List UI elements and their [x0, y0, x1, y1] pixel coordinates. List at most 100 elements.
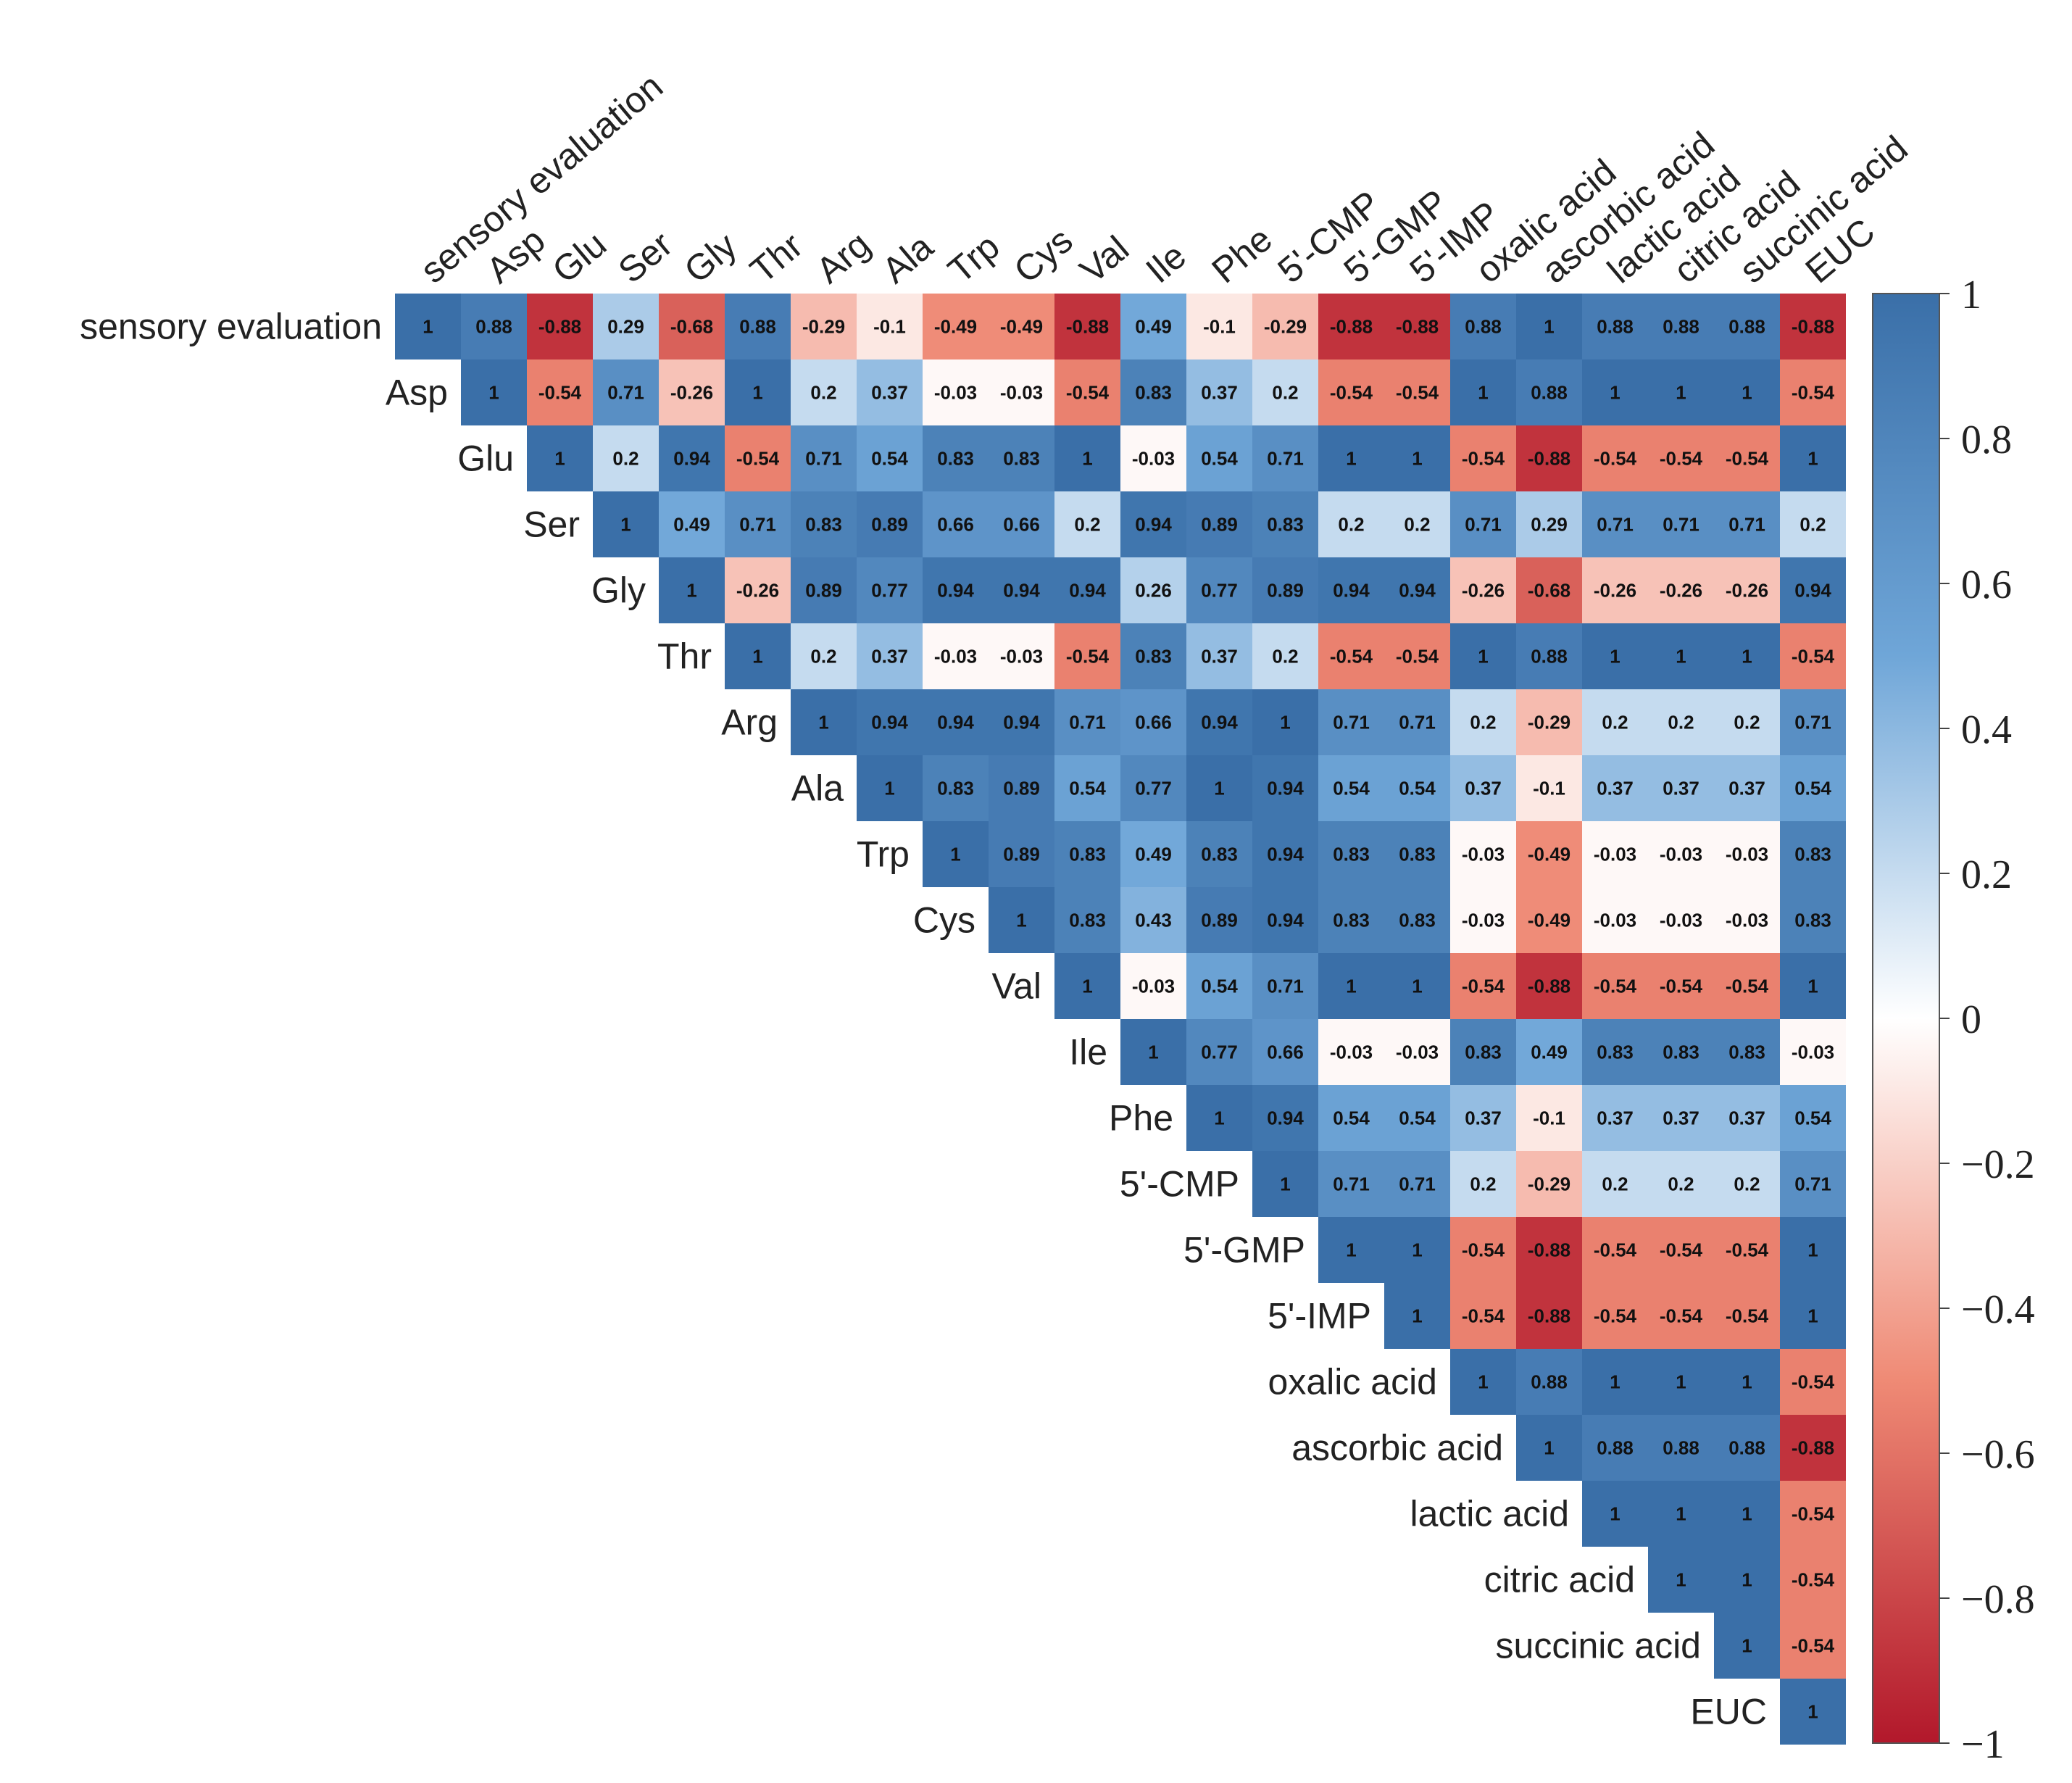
heatmap-cell [1054, 887, 1120, 953]
heatmap-cell [989, 294, 1054, 359]
heatmap-cell [1054, 623, 1120, 689]
cell-value-label: -0.88 [1528, 448, 1570, 470]
cell-value-label: 0.71 [1794, 1173, 1831, 1195]
heatmap-cell [1516, 821, 1582, 887]
row-label-5-gmp: 5'-GMP [1183, 1230, 1305, 1271]
cell-value-label: 0.49 [673, 514, 710, 536]
cell-value-label: -0.54 [736, 448, 780, 470]
cell-value-label: -0.54 [1594, 976, 1637, 997]
cell-value-label: -0.49 [1528, 910, 1570, 931]
heatmap-cell [593, 294, 659, 359]
heatmap-cell [1714, 821, 1780, 887]
cell-value-label: -0.26 [1594, 580, 1636, 602]
cell-value-label: 0.2 [1470, 1173, 1496, 1195]
cell-value-label: 0.83 [1135, 646, 1172, 668]
cell-value-label: -0.54 [1792, 646, 1835, 668]
heatmap-cell [1318, 821, 1384, 887]
cell-value-label: 0.71 [1794, 712, 1831, 733]
column-label-glu: Glu [545, 224, 615, 291]
cell-value-label: 1 [1807, 976, 1818, 997]
cell-value-label: 0.83 [1333, 844, 1370, 865]
cell-value-label: 0.71 [1399, 1173, 1436, 1195]
heatmap-cell [1318, 1019, 1384, 1085]
cell-value-label: -0.54 [1396, 646, 1439, 668]
cell-value-label: 0.2 [1602, 712, 1628, 733]
heatmap-cell [1780, 425, 1846, 491]
heatmap-cell [1780, 1415, 1846, 1481]
cell-value-label: -0.1 [1203, 316, 1236, 338]
heatmap-cell [1318, 1085, 1384, 1151]
heatmap-cell [1450, 359, 1516, 425]
cell-value-label: -0.54 [1792, 1371, 1835, 1393]
heatmap-cell [1714, 1415, 1780, 1481]
cell-value-label: 1 [1610, 1503, 1620, 1525]
cell-value-label: -0.03 [1462, 844, 1505, 865]
cell-value-label: 0.37 [1663, 778, 1699, 799]
cell-value-label: 0.94 [1267, 910, 1304, 931]
cell-value-label: 0.2 [1602, 1173, 1628, 1195]
heatmap-cell [923, 821, 989, 887]
heatmap-cell [593, 425, 659, 491]
heatmap-cells: 1 0.88 -0.88 0.29 -0.68 0.88 -0.29 -0.1 -0.49 -0.… [395, 294, 1846, 1745]
cell-value-label: 0.94 [937, 580, 974, 602]
cell-value-label: 0.2 [810, 646, 836, 668]
cell-value-label: -0.54 [1660, 1305, 1703, 1327]
heatmap-cell [1516, 1217, 1582, 1283]
cell-value-label: 0.94 [1267, 844, 1304, 865]
cell-value-label: 0.88 [1531, 1371, 1568, 1393]
cell-value-label: 1 [1346, 976, 1356, 997]
heatmap-cell [923, 425, 989, 491]
heatmap-cell [1516, 689, 1582, 755]
cell-value-label: 0.94 [1135, 514, 1172, 536]
heatmap-cell [1714, 623, 1780, 689]
column-label-cys: Cys [1007, 220, 1081, 291]
cell-value-label: 0.2 [1074, 514, 1100, 536]
cell-value-label: 0.66 [1135, 712, 1172, 733]
heatmap-cell [1450, 425, 1516, 491]
heatmap-cell [1252, 491, 1318, 557]
cell-value-label: 0.88 [1465, 316, 1502, 338]
cell-value-label: 0.2 [1668, 1173, 1694, 1195]
cell-value-label: 0.83 [805, 514, 842, 536]
cell-value-label: 0.89 [1201, 514, 1238, 536]
cell-value-label: 0.71 [1069, 712, 1106, 733]
cell-value-label: -0.54 [1792, 1635, 1835, 1657]
heatmap-cell [1780, 1349, 1846, 1415]
cell-value-label: 0.94 [1399, 580, 1436, 602]
cell-value-label: -0.03 [1132, 976, 1175, 997]
cell-value-label: 0.94 [1069, 580, 1106, 602]
heatmap-cell [1120, 887, 1186, 953]
heatmap-cell [1582, 294, 1648, 359]
heatmap-cell [989, 557, 1054, 623]
cell-value-label: -0.49 [1528, 844, 1570, 865]
cell-value-label: 1 [1676, 646, 1686, 668]
heatmap-cell [1384, 491, 1450, 557]
heatmap-cell [527, 359, 593, 425]
cell-value-label: -0.54 [1726, 1239, 1769, 1261]
heatmap-cell [1054, 359, 1120, 425]
cell-value-label: 1 [620, 514, 631, 536]
heatmap-cell [1648, 755, 1714, 821]
cell-value-label: 1 [1610, 646, 1620, 668]
cell-value-label: 0.49 [1135, 316, 1172, 338]
heatmap-cell [1450, 294, 1516, 359]
cell-value-label: -0.54 [1462, 448, 1505, 470]
cell-value-label: 0.77 [1201, 580, 1238, 602]
cell-value-label: 0.88 [1531, 382, 1568, 404]
cell-value-label: 0.54 [1069, 778, 1106, 799]
cell-value-label: 0.37 [1663, 1107, 1699, 1129]
heatmap-cell [1582, 491, 1648, 557]
cell-value-label: 0.43 [1135, 910, 1172, 931]
heatmap-cell [1384, 1151, 1450, 1217]
cell-value-label: 0.83 [1201, 844, 1238, 865]
heatmap-cell [1450, 1019, 1516, 1085]
cell-value-label: 0.83 [1333, 910, 1370, 931]
cell-value-label: 0.83 [1728, 1042, 1765, 1063]
heatmap-cell [1516, 557, 1582, 623]
column-label-ile: Ile [1139, 236, 1194, 291]
cell-value-label: 1 [1478, 646, 1488, 668]
cell-value-label: -0.29 [1264, 316, 1307, 338]
cell-value-label: 1 [1412, 1239, 1422, 1261]
cell-value-label: -0.03 [1000, 646, 1043, 668]
colorbar-tick-label: −0.4 [1961, 1287, 2035, 1332]
